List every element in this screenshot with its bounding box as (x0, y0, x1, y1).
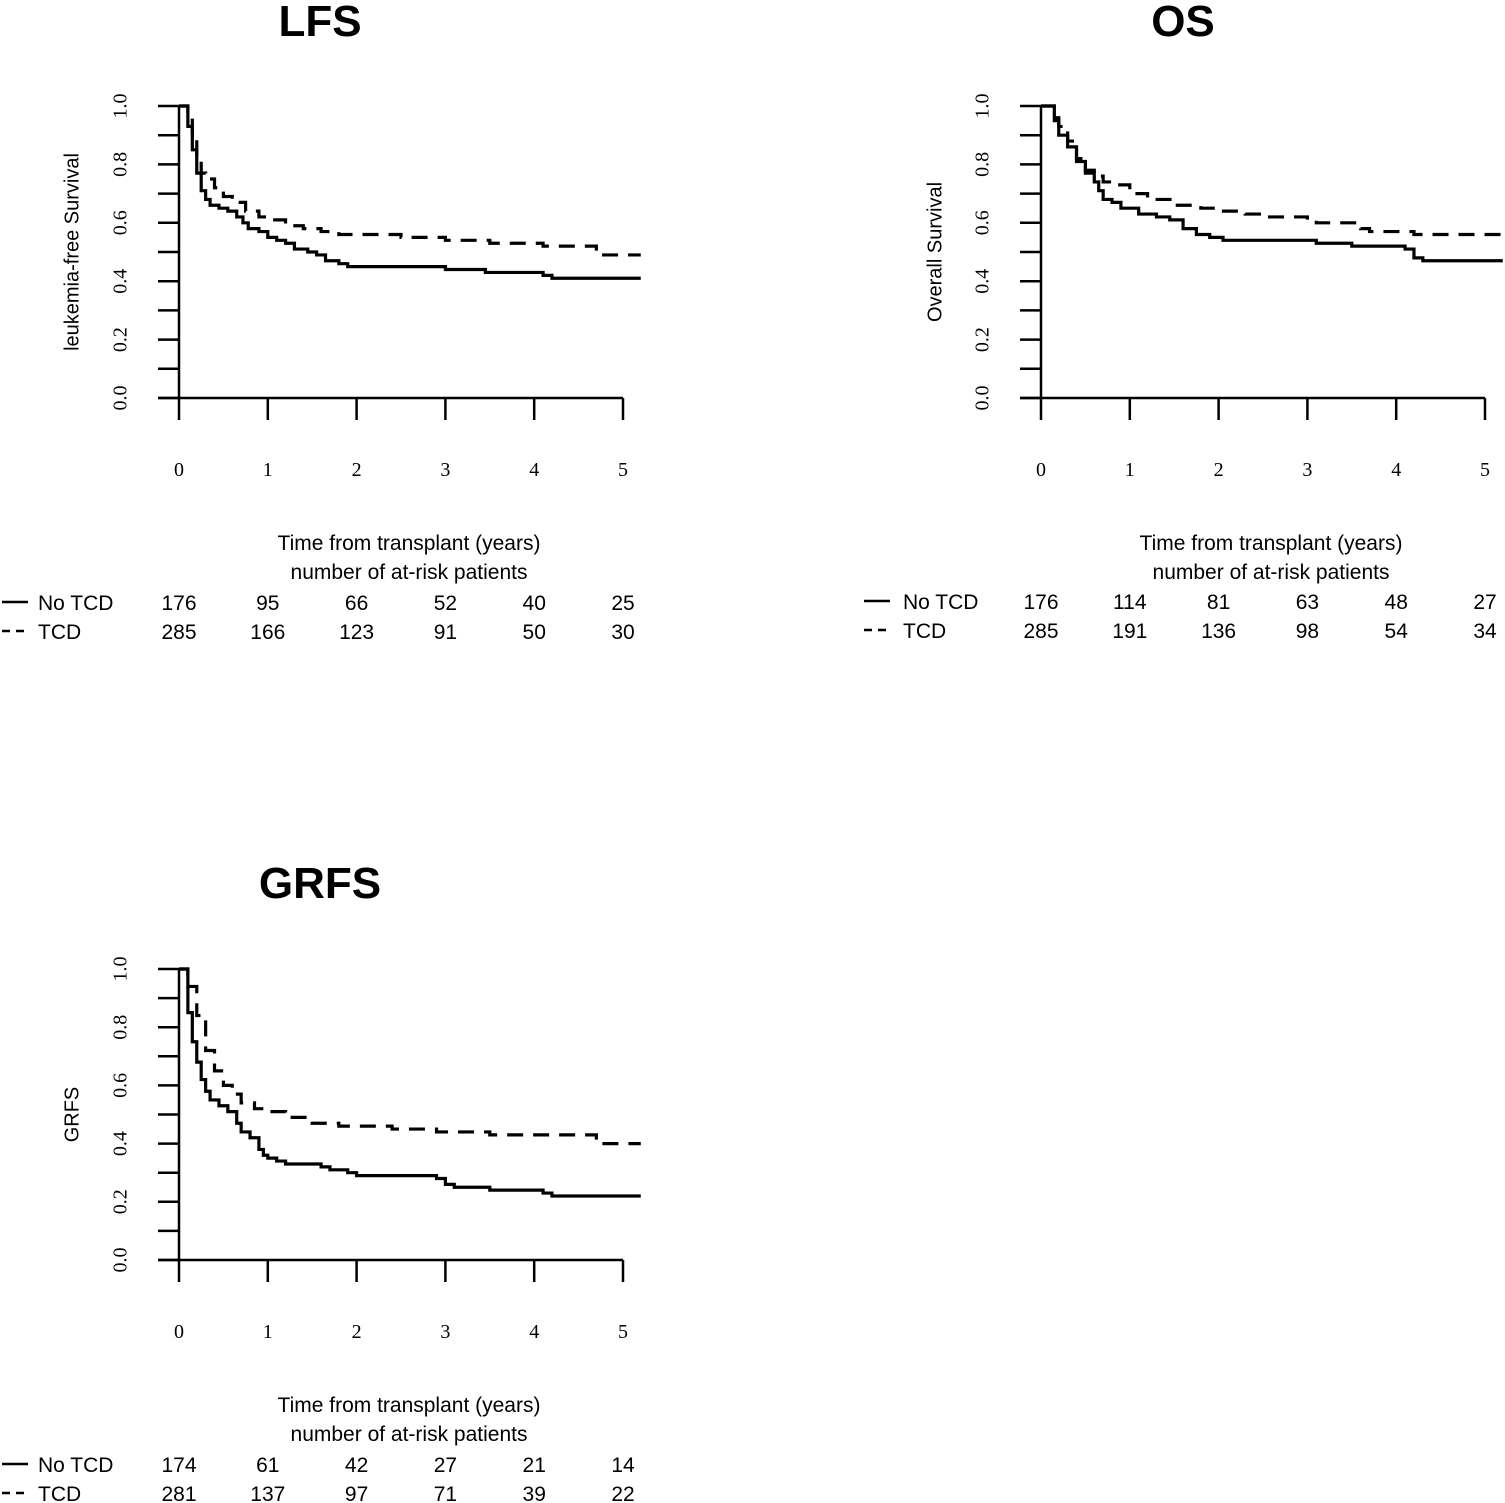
chart-title: LFS (278, 0, 361, 46)
x-tick-label: 0 (174, 459, 184, 481)
at-risk-count: 285 (161, 621, 196, 644)
y-tick-label: 0.6 (110, 210, 132, 235)
at-risk-count: 174 (161, 1454, 196, 1477)
at-risk-count: 191 (1112, 620, 1147, 643)
y-tick-label: 0.8 (110, 152, 132, 177)
y-tick-label: 0.0 (110, 1248, 132, 1273)
x-tick-label: 2 (352, 459, 362, 481)
at-risk-count: 40 (523, 592, 546, 615)
x-tick-label: 5 (1480, 459, 1490, 481)
at-risk-count: 123 (339, 621, 374, 644)
y-tick-label: 0.6 (972, 210, 994, 235)
y-tick-label: 0.2 (110, 327, 132, 352)
legend-label: TCD (903, 620, 946, 643)
at-risk-count: 66 (345, 592, 368, 615)
y-tick-label: 0.6 (110, 1073, 132, 1098)
y-tick-label: 0.0 (110, 386, 132, 411)
chart-title: GRFS (259, 859, 381, 908)
at-risk-count: 39 (523, 1483, 546, 1503)
at-risk-count: 176 (161, 592, 196, 615)
km-curve-tcd (1041, 104, 1503, 237)
x-tick-label: 3 (440, 459, 450, 481)
at-risk-count: 98 (1296, 620, 1319, 643)
at-risk-count: 27 (1473, 591, 1496, 614)
at-risk-count: 97 (345, 1483, 368, 1503)
at-risk-count: 71 (434, 1483, 457, 1503)
y-axis-label: GRFS (61, 1087, 83, 1143)
y-tick-label: 0.0 (972, 386, 994, 411)
km-panel-os: OS 0.0 0.2 0.4 0.6 0.8 1.0 Overall Survival 0 1 2 3… (864, 0, 1503, 643)
at-risk-count: 48 (1385, 591, 1408, 614)
y-tick-label: 0.4 (110, 269, 132, 294)
at-risk-count: 14 (611, 1454, 635, 1477)
y-tick-label: 0.8 (110, 1015, 132, 1040)
at-risk-count: 136 (1201, 620, 1236, 643)
at-risk-count: 285 (1023, 620, 1058, 643)
at-risk-count: 81 (1207, 591, 1230, 614)
x-axis-label: Time from transplant (years) (278, 532, 541, 555)
x-tick-label: 0 (174, 1321, 184, 1343)
x-tick-label: 2 (352, 1321, 362, 1343)
chart-title: OS (1151, 0, 1215, 46)
at-risk-count: 22 (611, 1483, 634, 1503)
y-tick-label: 0.8 (972, 152, 994, 177)
legend-label: No TCD (38, 592, 113, 615)
x-tick-label: 4 (1391, 459, 1401, 481)
km-panel-lfs: LFS 0.0 0.2 0.4 0.6 0.8 1.0 leukemia-free Survi… (2, 0, 641, 644)
at-risk-count: 95 (256, 592, 279, 615)
x-tick-label: 4 (529, 459, 539, 481)
x-tick-label: 1 (263, 1321, 273, 1343)
at-risk-count: 30 (611, 621, 634, 644)
legend-label: TCD (38, 1483, 81, 1503)
risk-table-title: number of at-risk patients (1153, 561, 1390, 584)
y-axis-label: leukemia-free Survival (61, 153, 83, 351)
at-risk-count: 91 (434, 621, 457, 644)
x-tick-label: 5 (618, 459, 628, 481)
x-tick-label: 4 (529, 1321, 539, 1343)
at-risk-count: 34 (1473, 620, 1497, 643)
y-tick-label: 0.2 (110, 1189, 132, 1214)
at-risk-count: 42 (345, 1454, 368, 1477)
at-risk-count: 52 (434, 592, 457, 615)
risk-table-title: number of at-risk patients (291, 1423, 528, 1446)
km-curve-tcd (179, 104, 641, 257)
x-tick-label: 3 (1302, 459, 1312, 481)
at-risk-count: 114 (1113, 591, 1147, 614)
y-tick-label: 1.0 (110, 94, 132, 119)
legend-label: TCD (38, 621, 81, 644)
at-risk-count: 54 (1385, 620, 1409, 643)
x-tick-label: 0 (1036, 459, 1046, 481)
at-risk-count: 50 (523, 621, 546, 644)
x-tick-label: 1 (1125, 459, 1135, 481)
x-tick-label: 2 (1214, 459, 1224, 481)
y-tick-label: 0.4 (110, 1131, 132, 1156)
y-tick-label: 0.4 (972, 269, 994, 294)
y-tick-label: 1.0 (972, 94, 994, 119)
at-risk-count: 27 (434, 1454, 457, 1477)
at-risk-count: 281 (161, 1483, 196, 1503)
x-tick-label: 1 (263, 459, 273, 481)
legend-label: No TCD (903, 591, 978, 614)
x-tick-label: 5 (618, 1321, 628, 1343)
km-curve-no-tcd (179, 104, 641, 280)
y-tick-label: 1.0 (110, 957, 132, 982)
at-risk-count: 25 (611, 592, 634, 615)
legend-label: No TCD (38, 1454, 113, 1477)
y-tick-label: 0.2 (972, 327, 994, 352)
at-risk-count: 61 (256, 1454, 279, 1477)
x-axis-label: Time from transplant (years) (1140, 532, 1403, 555)
km-curve-no-tcd (179, 967, 641, 1198)
at-risk-count: 166 (250, 621, 285, 644)
km-curve-tcd (179, 967, 641, 1146)
at-risk-count: 176 (1023, 591, 1058, 614)
y-axis-label: Overall Survival (924, 182, 946, 322)
x-tick-label: 3 (440, 1321, 450, 1343)
at-risk-count: 21 (523, 1454, 546, 1477)
risk-table-title: number of at-risk patients (291, 561, 528, 584)
at-risk-count: 63 (1296, 591, 1319, 614)
at-risk-count: 137 (250, 1483, 285, 1503)
x-axis-label: Time from transplant (years) (278, 1394, 541, 1417)
km-panel-grfs: GRFS 0.0 0.2 0.4 0.6 0.8 1.0 GRFS 0 1 2 3 4 5 Time fro… (2, 859, 641, 1503)
